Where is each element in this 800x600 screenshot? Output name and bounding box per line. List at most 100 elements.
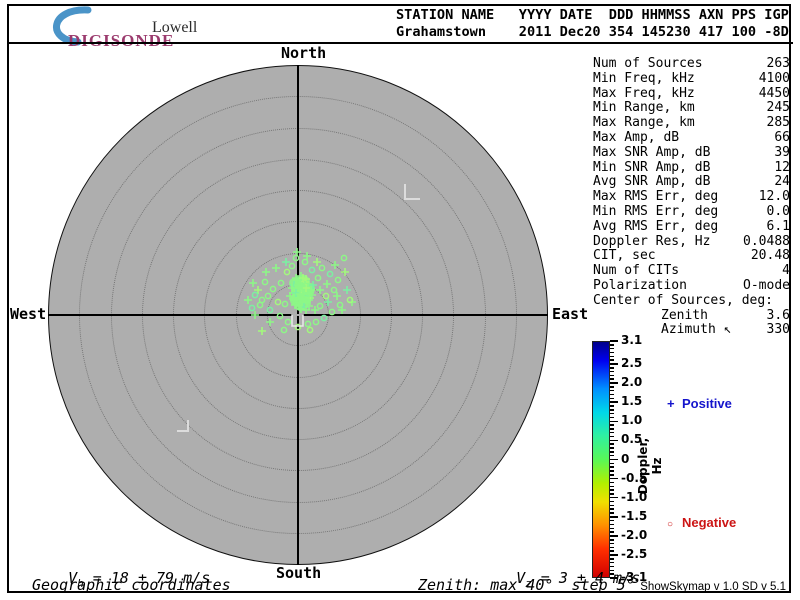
negative-doppler-marker — [274, 298, 282, 306]
negative-doppler-marker — [322, 292, 330, 300]
colorbar-tick — [610, 393, 614, 396]
colorbar-tick — [610, 367, 614, 369]
colorbar-tick — [610, 569, 614, 572]
positive-doppler-marker — [249, 279, 257, 287]
positive-doppler-marker — [323, 280, 331, 288]
positive-doppler-marker — [341, 268, 349, 276]
vh-symbol: V — [68, 569, 78, 587]
colorbar-tick — [610, 477, 618, 480]
stat-row: Min SNR Amp, dB 12 — [593, 159, 790, 176]
negative-doppler-marker — [312, 318, 320, 326]
colorbar-tick-label: 0.5 — [621, 432, 643, 447]
stat-value: 3.6 — [766, 307, 790, 323]
negative-doppler-marker — [301, 258, 309, 266]
stat-label: CIT, sec — [593, 248, 656, 264]
negative-doppler-marker — [261, 278, 269, 286]
stat-row: Azimuth ↖ 330 — [593, 323, 790, 338]
colorbar-tick — [610, 508, 614, 510]
colorbar-tick-label: -2.0 — [621, 527, 648, 542]
stat-value: 12 — [774, 159, 790, 175]
stat-value: 0.0 — [766, 203, 790, 219]
negative-doppler-marker — [326, 270, 334, 278]
stat-value: 66 — [774, 129, 790, 145]
logo-arc-icon — [53, 6, 92, 46]
positive-doppler-marker — [303, 252, 311, 260]
stat-value: 4450 — [758, 85, 790, 101]
digisonde-logo: Lowell DIGISONDE — [10, 6, 250, 50]
stat-label: Max Freq, kHz — [593, 85, 695, 101]
stat-label: Max Amp, dB — [593, 129, 680, 145]
colorbar-tick-label: -3.1 — [621, 570, 648, 584]
stats-panel: Num of Sources 263 Min Freq, kHz 4100 Max Fr… — [593, 56, 790, 338]
colorbar-tick — [610, 405, 614, 407]
compass-east: East — [552, 305, 589, 323]
stat-value: 24 — [774, 174, 790, 190]
colorbar-tick — [610, 347, 614, 350]
colorbar-tick — [610, 454, 614, 457]
colorbar-tick — [610, 416, 614, 419]
stat-row: Num of Sources 263 — [593, 56, 790, 72]
colorbar-tick — [610, 500, 614, 503]
header-row-labels: STATION NAME YYYY DATE DDD HHMMSS AXN PP… — [396, 7, 789, 23]
colorbar-tick — [610, 470, 614, 472]
colorbar-tick — [610, 424, 614, 426]
colorbar-tick — [610, 519, 614, 522]
colorbar-tick — [610, 351, 614, 354]
colorbar-tick — [610, 431, 614, 434]
negative-doppler-marker — [316, 302, 324, 310]
legend-positive-label: Positive — [682, 396, 732, 411]
stat-label: Avg RMS Err, deg — [593, 218, 719, 234]
positive-doppler-marker — [296, 290, 304, 298]
negative-doppler-marker — [258, 296, 266, 304]
colorbar-tick — [610, 558, 614, 560]
colorbar-tick — [610, 489, 614, 491]
colorbar-tick-label: 1.5 — [621, 394, 643, 409]
colorbar-tick — [610, 539, 614, 541]
colorbar-tick-label: -0.5 — [621, 470, 648, 485]
stat-label: Min Freq, kHz — [593, 70, 695, 86]
positive-doppler-marker — [258, 327, 266, 335]
stat-value: 6.1 — [766, 218, 790, 234]
colorbar-tick — [610, 359, 614, 361]
positive-doppler-marker — [293, 276, 301, 284]
stat-label: Min Range, km — [593, 100, 695, 116]
stat-row: Max RMS Err, deg 12.0 — [593, 189, 790, 205]
negative-doppler-marker — [281, 300, 289, 308]
vh-value: = 18 ± 79 m/s — [83, 569, 211, 587]
horizontal-velocity-text: Vh = 18 ± 79 m/s — [32, 551, 210, 600]
colorbar-tick — [610, 340, 618, 342]
header-row-values: Grahamstown 2011 Dec20 354 145230 417 10… — [396, 24, 789, 40]
colorbar-tick — [610, 573, 614, 575]
compass-north: North — [281, 44, 327, 62]
stat-value: 4100 — [758, 70, 790, 86]
corner-mark — [177, 420, 189, 432]
colorbar-tick-label: -1.0 — [621, 489, 648, 504]
positive-doppler-marker — [303, 298, 311, 306]
colorbar-tick — [610, 458, 618, 461]
colorbar-tick — [610, 554, 618, 556]
stat-label: Num of CITs — [593, 263, 680, 279]
negative-doppler-marker — [336, 301, 344, 309]
stat-value: 0.0488 — [743, 233, 790, 249]
colorbar-tick — [610, 355, 614, 358]
colorbar-tick — [610, 344, 614, 346]
positive-doppler-marker — [244, 296, 252, 304]
negative-doppler-marker — [314, 274, 322, 282]
positive-doppler-marker — [309, 281, 317, 289]
center-of-sources-box — [291, 314, 304, 327]
positive-doppler-marker — [293, 248, 301, 256]
stat-row: Polarization O-mode — [593, 278, 790, 294]
colorbar-tick — [610, 523, 614, 526]
header-separator — [7, 42, 793, 44]
negative-doppler-marker — [266, 306, 274, 314]
colorbar-tick — [610, 378, 614, 380]
stat-label: Zenith — [661, 307, 708, 323]
outer-frame — [7, 4, 791, 593]
stat-row: Avg RMS Err, deg 6.1 — [593, 218, 790, 235]
colorbar-tick — [610, 428, 614, 430]
negative-doppler-marker — [318, 264, 326, 272]
colorbar-tick — [610, 363, 618, 365]
positive-doppler-marker — [251, 311, 259, 319]
positive-doppler-marker — [286, 292, 294, 300]
